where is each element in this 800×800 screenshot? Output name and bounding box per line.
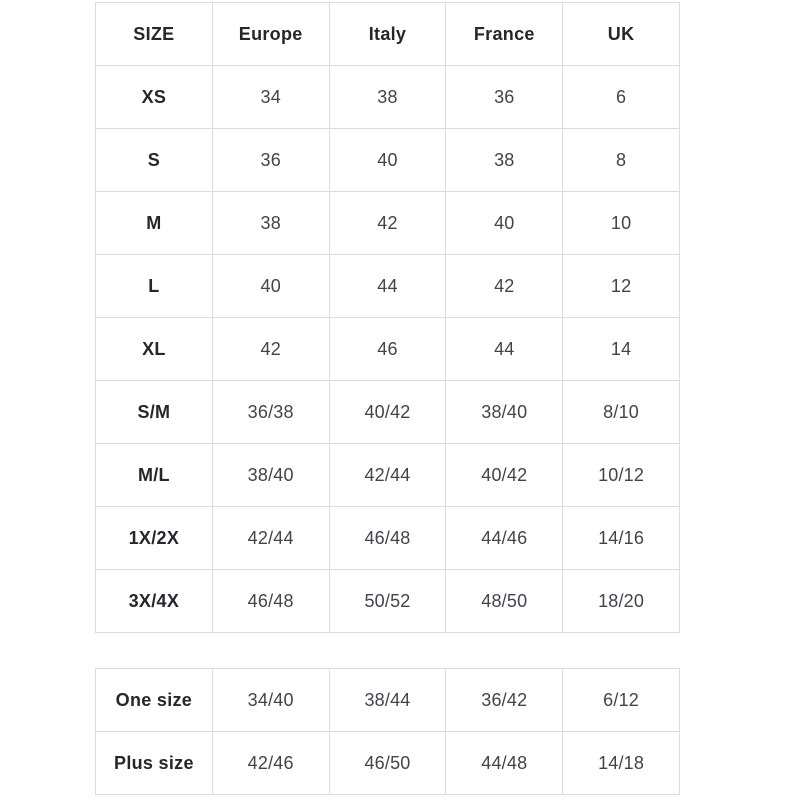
value-cell: 8 <box>562 128 680 192</box>
column-header-france: France <box>445 2 564 66</box>
value-cell: 44 <box>328 254 447 318</box>
size-label-cell: L <box>95 254 213 318</box>
table-row: XS 34 38 36 6 <box>95 65 680 129</box>
value-cell: 18/20 <box>562 569 680 633</box>
value-cell: 34 <box>211 65 330 129</box>
value-cell: 10/12 <box>562 443 680 507</box>
value-cell: 6/12 <box>562 668 680 732</box>
table-row: M 38 42 40 10 <box>95 191 680 255</box>
value-cell: 42 <box>445 254 564 318</box>
column-header-europe: Europe <box>211 2 330 66</box>
value-cell: 38/40 <box>445 380 564 444</box>
size-label-cell: XS <box>95 65 213 129</box>
value-cell: 40/42 <box>445 443 564 507</box>
size-label-cell: One size <box>95 668 213 732</box>
size-chart: SIZE Europe Italy France UK XS 34 38 36 6 S 36… <box>95 2 680 795</box>
value-cell: 50/52 <box>328 569 447 633</box>
value-cell: 36/38 <box>211 380 330 444</box>
value-cell: 14/18 <box>562 731 680 795</box>
value-cell: 46/48 <box>328 506 447 570</box>
column-header-size: SIZE <box>95 2 213 66</box>
value-cell: 38/40 <box>211 443 330 507</box>
value-cell: 40 <box>211 254 330 318</box>
value-cell: 46/50 <box>328 731 447 795</box>
value-cell: 8/10 <box>562 380 680 444</box>
table-row: One size 34/40 38/44 36/42 6/12 <box>95 668 680 732</box>
size-label-cell: Plus size <box>95 731 213 795</box>
table-row: M/L 38/40 42/44 40/42 10/12 <box>95 443 680 507</box>
column-header-uk: UK <box>562 2 680 66</box>
value-cell: 38 <box>445 128 564 192</box>
special-sizes-table: One size 34/40 38/44 36/42 6/12 Plus size 42/4… <box>95 668 680 795</box>
value-cell: 42/44 <box>328 443 447 507</box>
tables-divider-gap <box>95 633 680 668</box>
value-cell: 38 <box>211 191 330 255</box>
size-label-cell: 3X/4X <box>95 569 213 633</box>
value-cell: 36 <box>445 65 564 129</box>
size-label-cell: XL <box>95 317 213 381</box>
table-row: 3X/4X 46/48 50/52 48/50 18/20 <box>95 569 680 633</box>
value-cell: 46 <box>328 317 447 381</box>
value-cell: 38/44 <box>328 668 447 732</box>
column-header-italy: Italy <box>328 2 447 66</box>
value-cell: 48/50 <box>445 569 564 633</box>
value-cell: 42 <box>211 317 330 381</box>
value-cell: 40 <box>445 191 564 255</box>
value-cell: 6 <box>562 65 680 129</box>
value-cell: 38 <box>328 65 447 129</box>
size-label-cell: 1X/2X <box>95 506 213 570</box>
size-label-cell: M/L <box>95 443 213 507</box>
value-cell: 44/48 <box>445 731 564 795</box>
value-cell: 44/46 <box>445 506 564 570</box>
value-cell: 36 <box>211 128 330 192</box>
value-cell: 10 <box>562 191 680 255</box>
header-row: SIZE Europe Italy France UK <box>95 2 680 66</box>
table-row: 1X/2X 42/44 46/48 44/46 14/16 <box>95 506 680 570</box>
table-row: L 40 44 42 12 <box>95 254 680 318</box>
value-cell: 12 <box>562 254 680 318</box>
table-row: Plus size 42/46 46/50 44/48 14/18 <box>95 731 680 795</box>
table-row: XL 42 46 44 14 <box>95 317 680 381</box>
value-cell: 42/44 <box>211 506 330 570</box>
value-cell: 14 <box>562 317 680 381</box>
value-cell: 40/42 <box>328 380 447 444</box>
value-cell: 34/40 <box>211 668 330 732</box>
value-cell: 44 <box>445 317 564 381</box>
value-cell: 36/42 <box>445 668 564 732</box>
value-cell: 42/46 <box>211 731 330 795</box>
size-label-cell: M <box>95 191 213 255</box>
value-cell: 46/48 <box>211 569 330 633</box>
value-cell: 42 <box>328 191 447 255</box>
size-conversion-table: SIZE Europe Italy France UK XS 34 38 36 6 S 36… <box>95 2 680 633</box>
value-cell: 14/16 <box>562 506 680 570</box>
size-table-body: XS 34 38 36 6 S 36 40 38 8 M 38 42 40 10 L 40 44 42 12 XL 42 4… <box>95 65 680 633</box>
table-row: S/M 36/38 40/42 38/40 8/10 <box>95 380 680 444</box>
size-label-cell: S <box>95 128 213 192</box>
value-cell: 40 <box>328 128 447 192</box>
special-sizes-body: One size 34/40 38/44 36/42 6/12 Plus size 42/4… <box>95 668 680 795</box>
table-row: S 36 40 38 8 <box>95 128 680 192</box>
size-label-cell: S/M <box>95 380 213 444</box>
